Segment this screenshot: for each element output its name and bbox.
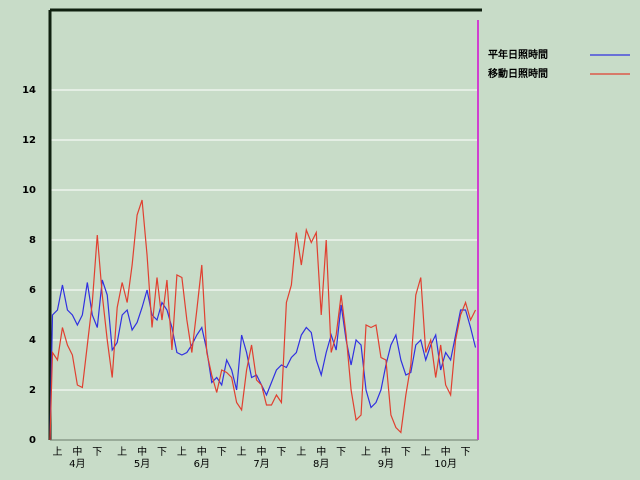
month-label: 9月 [378, 458, 394, 470]
y-tick-label: 0 [29, 435, 36, 446]
x-tick-label: 中 [137, 445, 147, 458]
series-line [49, 199, 477, 441]
x-tick-label: 上 [421, 446, 431, 458]
y-tick-label: 10 [22, 185, 36, 196]
x-tick-label: 中 [441, 445, 451, 458]
x-tick-label: 上 [117, 446, 127, 458]
x-tick-label: 下 [217, 447, 227, 458]
x-tick-label: 下 [461, 447, 471, 458]
y-tick-label: 14 [22, 85, 36, 96]
month-label: 8月 [313, 458, 329, 470]
x-tick-label: 中 [72, 445, 82, 458]
x-tick-label: 上 [52, 446, 62, 458]
x-tick-label: 下 [276, 447, 286, 458]
x-tick-label: 下 [157, 447, 167, 458]
x-tick-label: 上 [361, 446, 371, 458]
x-tick-label: 下 [336, 447, 346, 458]
legend-label: 平年日照時間 [488, 48, 548, 61]
month-label: 6月 [194, 458, 210, 470]
month-label: 4月 [69, 458, 85, 470]
x-tick-label: 上 [177, 446, 187, 458]
x-tick-label: 中 [197, 445, 207, 458]
x-tick-label: 上 [237, 446, 247, 458]
y-tick-label: 6 [29, 285, 36, 296]
month-label: 5月 [134, 458, 150, 470]
y-tick-label: 4 [29, 335, 36, 346]
y-tick-label: 12 [22, 135, 36, 146]
x-tick-label: 中 [381, 445, 391, 458]
month-label: 7月 [253, 458, 269, 470]
x-tick-label: 中 [316, 445, 326, 458]
x-tick-label: 下 [92, 447, 102, 458]
x-tick-label: 下 [401, 447, 411, 458]
legend-label: 移動日照時間 [488, 67, 548, 80]
month-label: 10月 [434, 458, 457, 470]
y-tick-label: 8 [29, 235, 36, 246]
x-tick-label: 上 [296, 446, 306, 458]
x-tick-label: 中 [257, 445, 267, 458]
y-tick-label: 2 [29, 385, 36, 396]
